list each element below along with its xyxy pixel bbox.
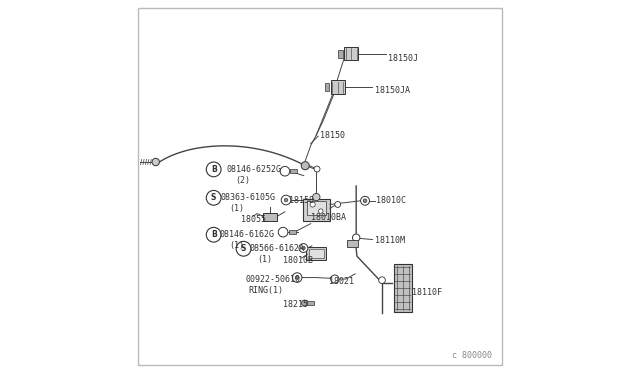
Text: 18021: 18021	[329, 277, 354, 286]
Bar	[344, 47, 358, 61]
Text: 18215: 18215	[283, 300, 308, 310]
Circle shape	[301, 246, 305, 250]
Bar	[324, 83, 329, 91]
Circle shape	[280, 166, 290, 176]
Circle shape	[360, 196, 369, 205]
Circle shape	[284, 198, 288, 202]
Circle shape	[206, 162, 221, 177]
Circle shape	[363, 199, 367, 203]
Circle shape	[331, 275, 339, 283]
Text: 18010B: 18010B	[283, 256, 313, 265]
Bar	[394, 264, 412, 312]
Circle shape	[299, 244, 308, 253]
Circle shape	[301, 161, 309, 170]
Circle shape	[319, 209, 323, 213]
Bar	[309, 249, 324, 258]
Text: 18055: 18055	[241, 215, 266, 224]
Text: (1): (1)	[229, 241, 244, 250]
Text: c 800000: c 800000	[452, 350, 492, 359]
Circle shape	[301, 300, 307, 306]
Circle shape	[379, 277, 385, 283]
Circle shape	[152, 158, 159, 166]
Bar	[290, 169, 297, 173]
Text: RING(1): RING(1)	[248, 286, 283, 295]
Circle shape	[353, 234, 360, 241]
Circle shape	[281, 195, 291, 205]
Text: B: B	[211, 165, 216, 174]
Bar	[339, 50, 343, 58]
Circle shape	[310, 202, 316, 207]
Text: 18010BA: 18010BA	[311, 213, 346, 222]
Circle shape	[314, 166, 320, 172]
Text: S: S	[241, 244, 246, 253]
Circle shape	[206, 227, 221, 242]
Bar	[289, 230, 296, 234]
Text: 18110M: 18110M	[374, 236, 404, 245]
Text: 18150JA: 18150JA	[374, 86, 410, 94]
Text: B: B	[211, 230, 216, 239]
Circle shape	[236, 241, 251, 256]
Text: (1): (1)	[257, 255, 272, 264]
Text: 18150: 18150	[320, 131, 345, 140]
Text: 08146-6162G: 08146-6162G	[220, 230, 275, 239]
Bar	[306, 247, 326, 260]
Text: 18010C: 18010C	[376, 196, 406, 205]
Bar	[307, 301, 314, 305]
Circle shape	[312, 193, 320, 201]
Text: 18158: 18158	[289, 196, 314, 205]
Circle shape	[335, 202, 340, 208]
Text: S: S	[211, 193, 216, 202]
Text: 08146-6252G: 08146-6252G	[227, 165, 282, 174]
Text: (2): (2)	[235, 176, 250, 185]
Bar	[347, 240, 358, 247]
Circle shape	[295, 276, 299, 279]
Bar	[263, 213, 277, 221]
Text: (1): (1)	[229, 204, 244, 214]
Bar	[331, 80, 345, 94]
Text: 00922-50610: 00922-50610	[245, 275, 300, 283]
Bar	[303, 199, 330, 221]
Text: 18110F: 18110F	[412, 288, 442, 297]
Circle shape	[206, 190, 221, 205]
Circle shape	[292, 273, 302, 282]
Text: 08566-6162A: 08566-6162A	[249, 244, 304, 253]
Text: 08363-6105G: 08363-6105G	[220, 193, 275, 202]
Circle shape	[278, 227, 288, 237]
Bar	[307, 201, 326, 215]
Text: 18150J: 18150J	[388, 54, 419, 63]
